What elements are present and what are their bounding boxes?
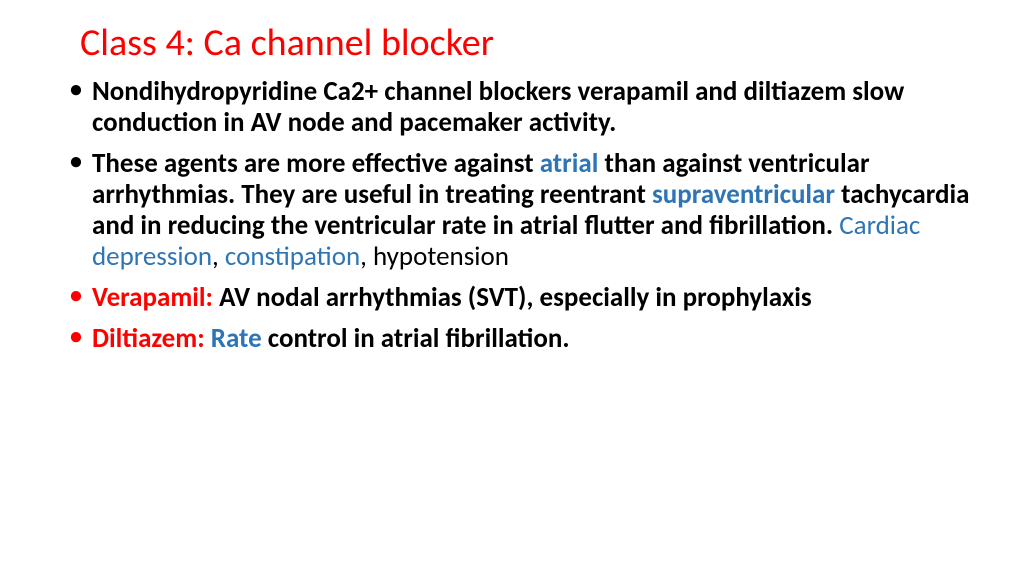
- text-run: , hypotension: [360, 240, 509, 273]
- slide-title: Class 4: Ca channel blocker: [80, 20, 974, 66]
- text-run: supraventricular: [652, 178, 835, 211]
- text-run: Diltiazem:: [92, 322, 211, 355]
- bullet-1: Nondihydropyridine Ca2+ channel blockers…: [70, 76, 974, 138]
- bullet-3: Verapamil: AV nodal arrhythmias (SVT), e…: [70, 282, 974, 313]
- text-run: These agents are more effective against: [92, 147, 540, 180]
- text-run: Rate: [211, 322, 262, 355]
- bullet-2: These agents are more effective against …: [70, 148, 974, 272]
- text-run: Verapamil:: [92, 281, 219, 314]
- slide: Class 4: Ca channel blocker Nondihydropy…: [0, 0, 1024, 576]
- text-run: ,: [212, 240, 225, 273]
- bullet-4: Diltiazem: Rate control in atrial fibril…: [70, 323, 974, 354]
- text-run: control in atrial fibrillation.: [262, 322, 570, 355]
- text-run: atrial: [540, 147, 599, 180]
- text-run: Nondihydropyridine Ca2+ channel blockers…: [92, 75, 904, 139]
- bullet-list: Nondihydropyridine Ca2+ channel blockers…: [70, 76, 974, 354]
- text-run: AV nodal arrhythmias (SVT), especially i…: [219, 281, 812, 314]
- text-run: constipation: [225, 240, 360, 273]
